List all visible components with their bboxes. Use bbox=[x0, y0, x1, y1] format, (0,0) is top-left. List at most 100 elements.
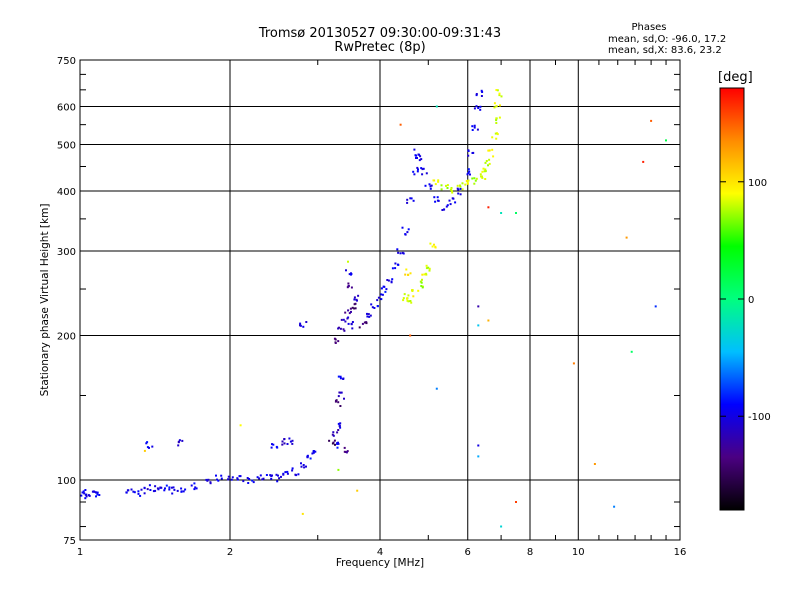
echo-point bbox=[414, 154, 417, 157]
echo-point bbox=[480, 89, 483, 92]
x-tick-label: 4 bbox=[377, 547, 383, 558]
echo-point bbox=[231, 476, 234, 479]
echo-point bbox=[209, 481, 212, 484]
echo-point bbox=[421, 273, 424, 276]
echo-point bbox=[300, 465, 303, 468]
echo-point bbox=[446, 184, 449, 187]
axis-ticks: 1 2 4 6 8 10 16 75 100 200 300 400 500 600 750 bbox=[57, 56, 686, 558]
echo-point bbox=[475, 105, 478, 108]
echo-point bbox=[143, 492, 146, 495]
echo-point bbox=[353, 307, 356, 310]
echo-point bbox=[95, 495, 97, 498]
echo-point bbox=[205, 478, 208, 481]
echo-point bbox=[286, 470, 289, 473]
echo-point bbox=[328, 439, 331, 442]
echo-point bbox=[275, 445, 278, 448]
echo-point bbox=[409, 334, 412, 337]
echo-point bbox=[300, 462, 302, 465]
echo-point bbox=[491, 148, 494, 151]
echo-point bbox=[381, 293, 384, 296]
echo-point bbox=[435, 387, 438, 390]
x-tick-label: 1 bbox=[77, 547, 83, 558]
echo-point bbox=[399, 123, 402, 126]
echo-point bbox=[440, 188, 443, 191]
echo-point bbox=[351, 327, 354, 330]
echo-point bbox=[276, 480, 279, 483]
echo-point bbox=[423, 273, 426, 276]
echo-point bbox=[466, 173, 469, 176]
echo-point bbox=[339, 327, 342, 330]
echo-point bbox=[163, 489, 166, 492]
echo-point bbox=[396, 263, 399, 266]
echo-point bbox=[425, 267, 428, 270]
echo-point bbox=[479, 173, 482, 176]
echo-point bbox=[467, 179, 470, 182]
echo-point bbox=[242, 480, 245, 483]
echo-point bbox=[130, 488, 133, 491]
echo-point bbox=[483, 170, 486, 173]
echo-point bbox=[450, 187, 453, 189]
echo-point bbox=[194, 486, 197, 489]
echo-point bbox=[337, 429, 340, 431]
echo-point bbox=[495, 137, 498, 140]
echo-point bbox=[461, 182, 464, 185]
colorbar-tick-label: 100 bbox=[748, 178, 767, 189]
y-tick-label: 200 bbox=[57, 332, 76, 343]
echo-point bbox=[193, 482, 196, 485]
echo-point bbox=[449, 203, 452, 206]
echo-point bbox=[172, 486, 175, 489]
echo-point bbox=[446, 187, 449, 189]
echo-point bbox=[401, 251, 404, 254]
echo-point bbox=[495, 105, 498, 108]
echo-point bbox=[407, 294, 410, 297]
echo-point bbox=[431, 245, 434, 248]
echo-point bbox=[332, 434, 335, 437]
echo-point bbox=[487, 206, 490, 209]
echo-point bbox=[484, 161, 487, 164]
echo-point bbox=[181, 439, 184, 442]
echo-point bbox=[339, 422, 342, 425]
echo-point bbox=[424, 272, 427, 275]
echo-point bbox=[356, 489, 359, 492]
echo-point bbox=[336, 446, 339, 449]
echo-point bbox=[217, 479, 220, 482]
echo-point bbox=[477, 444, 480, 447]
echo-point bbox=[445, 184, 447, 187]
echo-point bbox=[271, 443, 273, 446]
echo-point bbox=[425, 172, 428, 175]
echo-point bbox=[332, 431, 335, 434]
echo-point bbox=[80, 494, 83, 497]
echo-point bbox=[650, 119, 653, 122]
echo-point bbox=[487, 319, 490, 322]
echo-point bbox=[500, 525, 503, 528]
echo-point bbox=[139, 494, 142, 497]
echo-point bbox=[451, 191, 454, 194]
echo-point bbox=[272, 443, 275, 446]
echo-point bbox=[168, 486, 171, 489]
echo-point bbox=[184, 488, 187, 491]
echo-point bbox=[337, 375, 340, 378]
echo-point bbox=[469, 173, 471, 176]
echo-point bbox=[143, 487, 146, 490]
echo-point bbox=[314, 450, 317, 453]
echo-point bbox=[350, 322, 353, 325]
x-axis-label: Frequency [MHz] bbox=[335, 557, 425, 569]
echo-point bbox=[95, 491, 98, 494]
echo-point bbox=[477, 455, 480, 458]
echo-point bbox=[459, 193, 462, 196]
echo-point bbox=[283, 438, 286, 440]
echo-point bbox=[126, 489, 129, 492]
colorbar-tick-label: -100 bbox=[748, 412, 771, 423]
echo-point bbox=[350, 286, 353, 289]
echo-point bbox=[337, 340, 340, 343]
echo-point bbox=[338, 391, 341, 394]
echo-point bbox=[492, 155, 495, 158]
echo-point bbox=[449, 188, 452, 191]
echo-point bbox=[437, 180, 440, 183]
echo-point bbox=[345, 269, 347, 272]
echo-point bbox=[459, 184, 461, 187]
echo-point bbox=[294, 473, 297, 476]
echo-point bbox=[405, 268, 408, 271]
echo-point bbox=[434, 183, 437, 186]
echo-point bbox=[299, 322, 302, 325]
